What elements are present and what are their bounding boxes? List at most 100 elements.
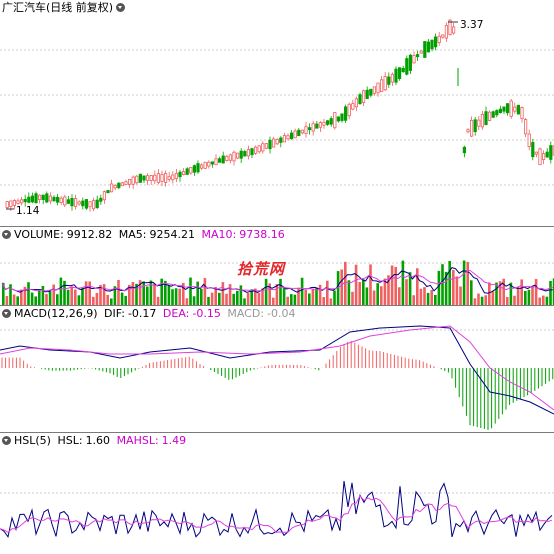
dropdown-icon[interactable]: [116, 3, 126, 12]
volume-bar: [455, 276, 459, 305]
volume-bar: [498, 281, 502, 305]
volume-bar: [470, 280, 473, 305]
candle-body: [534, 151, 539, 155]
candle-body: [336, 116, 341, 122]
candle-body: [351, 103, 355, 110]
panel-toggle-icon[interactable]: [2, 309, 11, 318]
candle-body: [81, 200, 85, 207]
volume-bar: [506, 296, 509, 305]
candle-body: [74, 198, 78, 207]
divider-volume-macd: [0, 305, 554, 306]
candle-body: [545, 151, 549, 158]
ma5-value: 9254.21: [149, 228, 196, 241]
volume-bar: [351, 291, 354, 305]
volume-bar: [401, 260, 405, 305]
volume-bar: [45, 293, 48, 305]
low-price-label: 1.14: [16, 205, 40, 217]
candle-body: [441, 34, 445, 38]
candle-body: [167, 176, 171, 180]
candle-body: [531, 142, 535, 158]
volume-bar: [387, 275, 390, 305]
candle-body: [99, 197, 103, 202]
volume-bar: [153, 283, 156, 305]
volume-bar: [437, 270, 441, 305]
candle-body: [163, 173, 168, 183]
candle-body: [433, 36, 438, 48]
volume-bar: [156, 296, 160, 305]
candle-body: [271, 138, 276, 148]
hsl-line: [0, 480, 553, 539]
candle-body: [297, 129, 301, 137]
hsl-label: HSL:: [57, 434, 83, 447]
volume-bar: [120, 292, 124, 305]
candle-body: [149, 175, 153, 181]
price-panel: 广汇汽车(日线 前复权) 3.37 1.14: [0, 0, 554, 226]
candle-body: [426, 41, 431, 53]
candle-body: [477, 119, 481, 127]
volume-name: VOLUME:: [14, 228, 64, 241]
panel-toggle-icon[interactable]: [2, 436, 11, 445]
candle-body: [462, 146, 467, 154]
volume-bar: [95, 292, 99, 305]
macd-header: MACD(12,26,9) DIF: -0.17 DEA: -0.15 MACD: -…: [2, 307, 299, 321]
candle-body: [379, 79, 384, 93]
candle-body: [145, 175, 150, 181]
candle-body: [329, 118, 333, 125]
candle-body: [354, 98, 359, 108]
volume-bar: [542, 295, 545, 305]
volume-bar: [340, 269, 343, 305]
candle-body: [376, 82, 380, 94]
volume-bar: [106, 294, 109, 305]
volume-bar: [77, 295, 81, 305]
volume-bar: [20, 289, 23, 305]
candle-body: [174, 172, 178, 179]
volume-bar: [203, 278, 207, 305]
volume-bar: [315, 287, 318, 305]
candle-body: [235, 152, 240, 159]
candle-body: [394, 68, 398, 83]
volume-bar: [23, 286, 27, 305]
candle-body: [469, 119, 474, 137]
candle-body: [505, 103, 510, 114]
volume-bar: [84, 281, 88, 305]
candle-body: [311, 123, 315, 132]
candle-body: [361, 90, 366, 103]
candle-body: [498, 108, 503, 114]
macd-chart: [0, 325, 554, 430]
candle-body: [549, 145, 553, 160]
volume-bar: [311, 288, 315, 305]
candle-body: [524, 119, 528, 135]
volume-bar: [257, 292, 261, 305]
candle-body: [487, 111, 492, 121]
candle-body: [423, 41, 427, 58]
candle-body: [264, 143, 269, 149]
candle-body: [38, 194, 42, 200]
candle-body: [387, 76, 391, 85]
candle-body: [383, 76, 387, 91]
candle-body: [401, 67, 405, 73]
volume-bar: [74, 289, 77, 305]
hsl-panel: HSL(5) HSL: 1.60 MAHSL: 1.49: [0, 433, 554, 554]
volume-bar: [66, 289, 70, 305]
volume-bar: [383, 278, 387, 305]
volume-bar: [243, 298, 246, 305]
candle-body: [181, 171, 186, 175]
volume-bar: [131, 282, 135, 305]
volume-bar: [416, 268, 419, 305]
volume-bar: [178, 288, 181, 305]
volume-bar: [549, 280, 552, 305]
volume-bar: [408, 272, 412, 305]
volume-bar: [207, 296, 210, 305]
candle-body: [59, 197, 63, 203]
candle-body: [315, 123, 319, 129]
panel-toggle-icon[interactable]: [2, 230, 11, 239]
candle-body: [156, 173, 160, 183]
candle-body: [286, 135, 290, 140]
volume-bar: [354, 264, 358, 305]
volume-bar: [516, 287, 520, 305]
candle-body: [124, 181, 128, 185]
volume-bar: [434, 294, 437, 305]
volume-bar: [412, 295, 415, 305]
candle-body: [520, 107, 524, 120]
candle-body: [304, 126, 308, 134]
